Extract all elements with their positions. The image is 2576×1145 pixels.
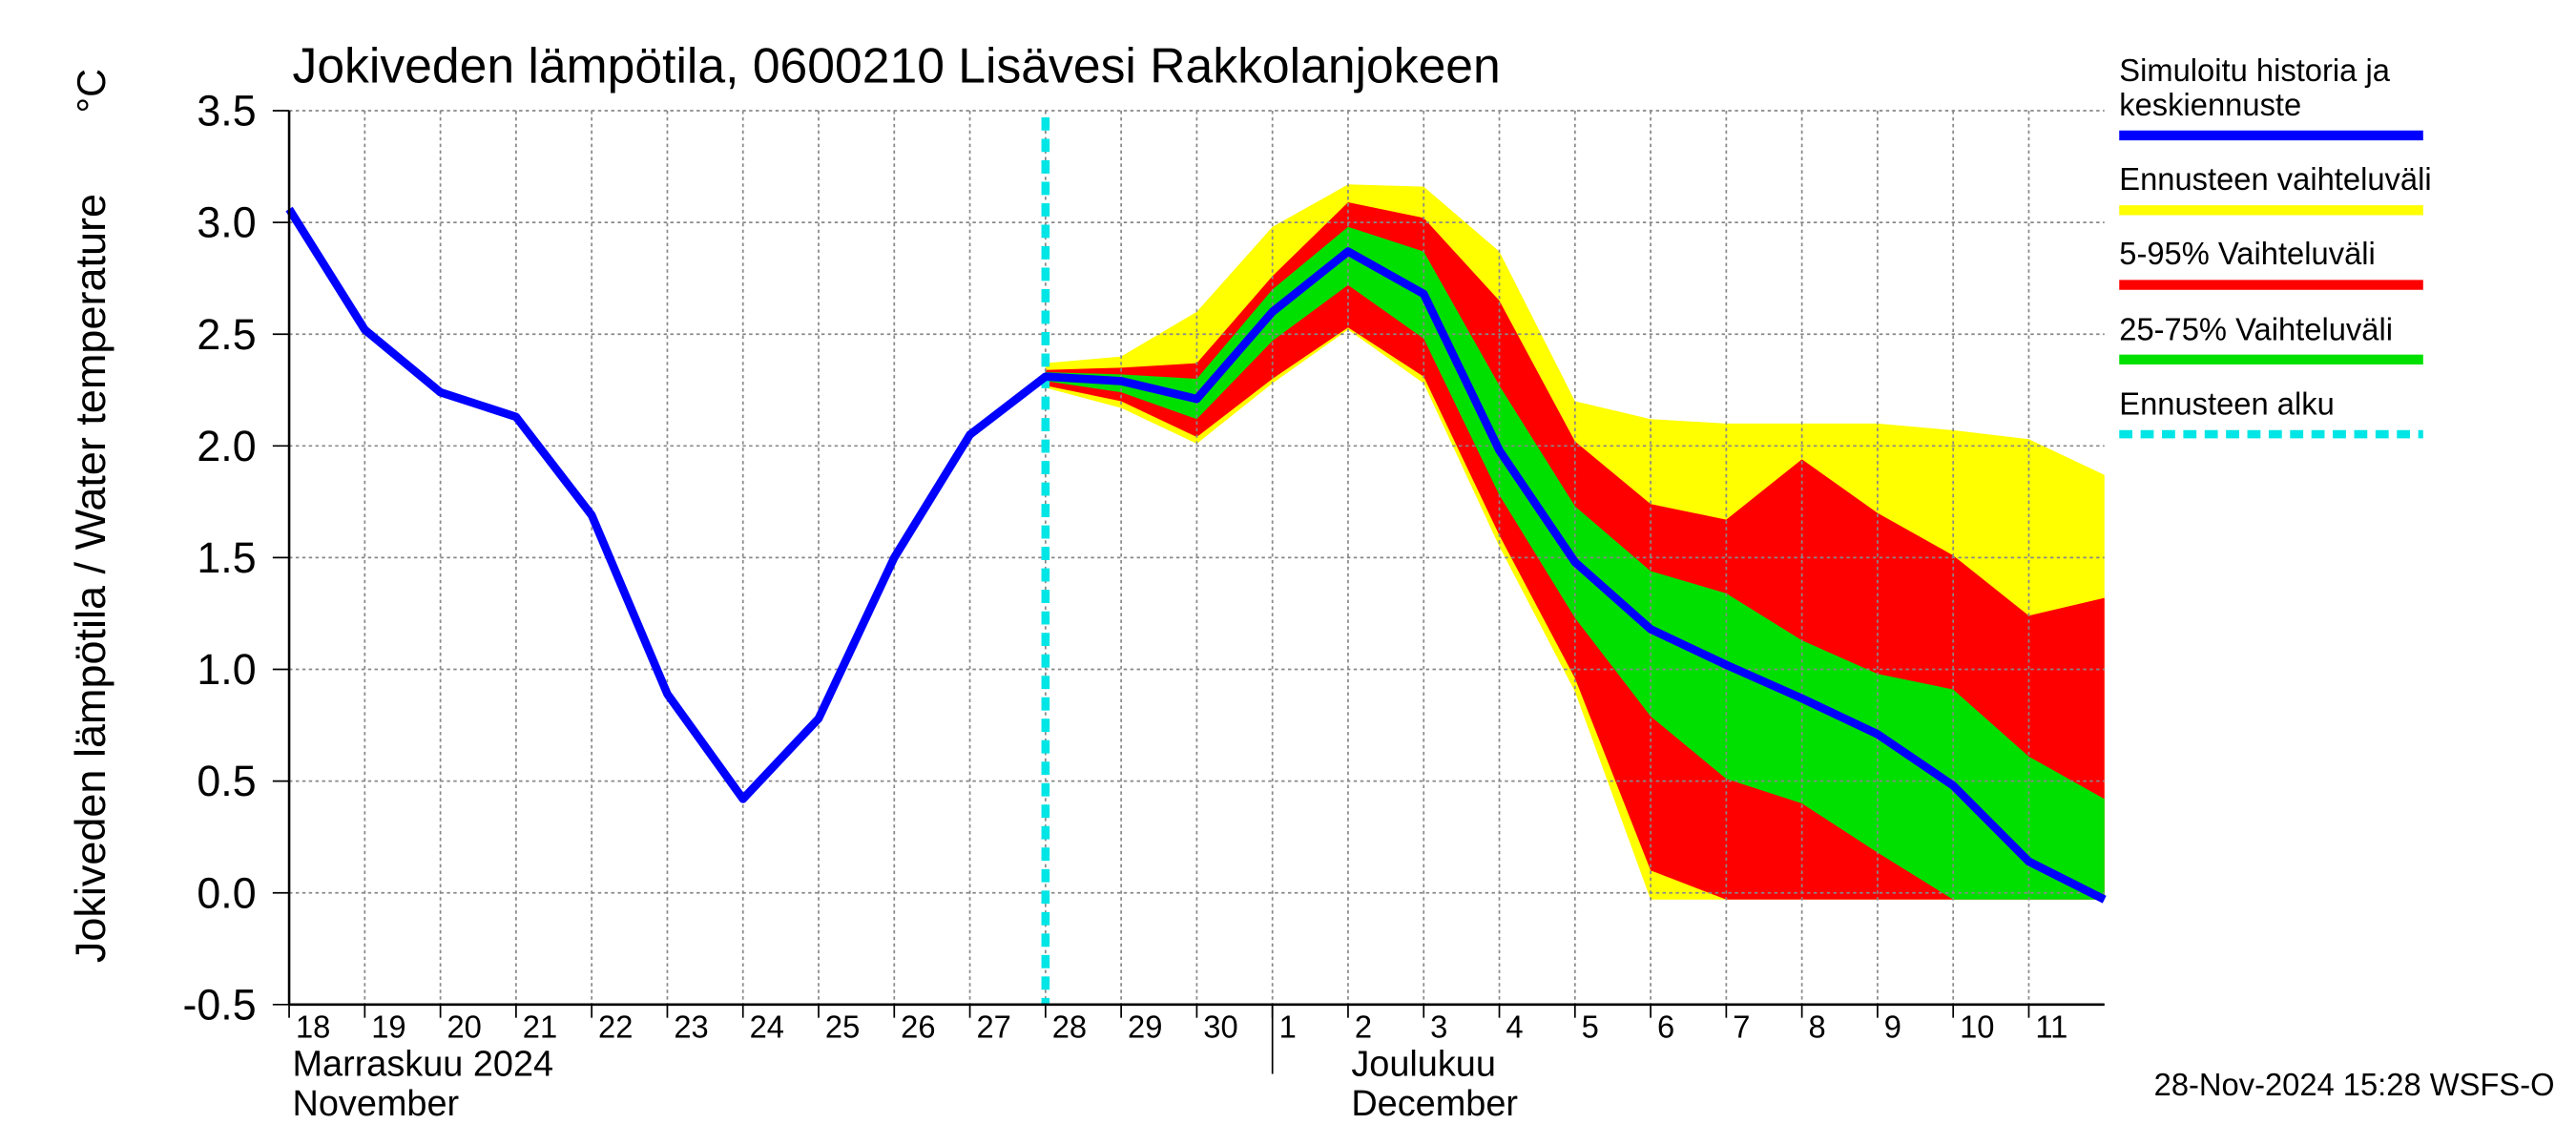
y-tick-label: 1.0	[197, 645, 256, 694]
legend-label-box: 5-95% Vaihteluväli	[2119, 239, 2376, 274]
footer: 28-Nov-2024 15:28 WSFS-O	[2154, 1067, 2555, 1102]
x-tick-label: 30	[1203, 1009, 1237, 1044]
x-tick-label: 18	[296, 1009, 330, 1044]
y-tick-label: -0.5	[183, 980, 257, 1029]
x-tick-label: 4	[1506, 1009, 1523, 1044]
legend-label-box: Ennusteen alku	[2119, 387, 2335, 423]
y-tick-label: 1.5	[197, 533, 256, 582]
x-tick-label: 19	[371, 1009, 405, 1044]
legend-label-box: Simuloitu historia ja keskiennuste	[2119, 54, 2390, 124]
y-tick-label: 2.0	[197, 422, 256, 470]
legend-label: Ennusteen alku	[2119, 387, 2335, 423]
x-tick-label: 6	[1657, 1009, 1674, 1044]
y-tick-label: 3.0	[197, 198, 256, 247]
x-tick-label: 22	[598, 1009, 633, 1044]
y-tick-label: 2.5	[197, 310, 256, 359]
legend-label: 5-95% Vaihteluväli	[2119, 239, 2376, 274]
x-tick-label: 8	[1809, 1009, 1826, 1044]
x-tick-label: 1	[1279, 1009, 1297, 1044]
month-label: November	[292, 1084, 459, 1124]
x-tick-label: 23	[674, 1009, 708, 1044]
month-label: December	[1351, 1084, 1518, 1124]
y-tick-label: 0.0	[197, 868, 256, 917]
x-tick-label: 5	[1582, 1009, 1599, 1044]
legend-label: Ennusteen vaihteluväli	[2119, 163, 2432, 199]
x-tick-label: 28	[1052, 1009, 1087, 1044]
x-tick-label: 11	[2035, 1009, 2067, 1044]
x-tick-label: 2	[1355, 1009, 1372, 1044]
x-tick-label: 26	[901, 1009, 935, 1044]
x-tick-label: 3	[1430, 1009, 1447, 1044]
month-label: Marraskuu 2024	[292, 1044, 553, 1084]
chart-title: Jokiveden lämpötila, 0600210 Lisävesi Ra…	[292, 37, 1500, 93]
y-unit: °C	[69, 69, 114, 114]
line-series	[285, 206, 2107, 904]
x-tick-label: 25	[825, 1009, 860, 1044]
y-tick-label: 3.5	[197, 86, 256, 135]
x-tick-label: 24	[750, 1009, 784, 1044]
x-tick-label: 20	[447, 1009, 482, 1044]
x-tick-label: 29	[1128, 1009, 1162, 1044]
x-tick-label: 27	[976, 1009, 1010, 1044]
legend-label-box: 25-75% Vaihteluväli	[2119, 313, 2394, 348]
month-label: Joulukuu	[1351, 1044, 1496, 1084]
chart-root: Jokiveden lämpötila, 0600210 Lisävesi Ra…	[66, 37, 2554, 1123]
legend-label-box: Ennusteen vaihteluväli	[2119, 163, 2432, 199]
legend-label: Simuloitu historia ja keskiennuste	[2119, 54, 2390, 124]
x-tick-label: 7	[1733, 1009, 1750, 1044]
y-tick-label: 0.5	[197, 757, 256, 805]
y-axis-label: Jokiveden lämpötila / Water temperature	[66, 194, 114, 963]
legend-label: 25-75% Vaihteluväli	[2119, 313, 2394, 348]
x-tick-label: 21	[523, 1009, 557, 1044]
x-tick-label: 9	[1884, 1009, 1901, 1044]
x-tick-label: 10	[1960, 1009, 1994, 1044]
